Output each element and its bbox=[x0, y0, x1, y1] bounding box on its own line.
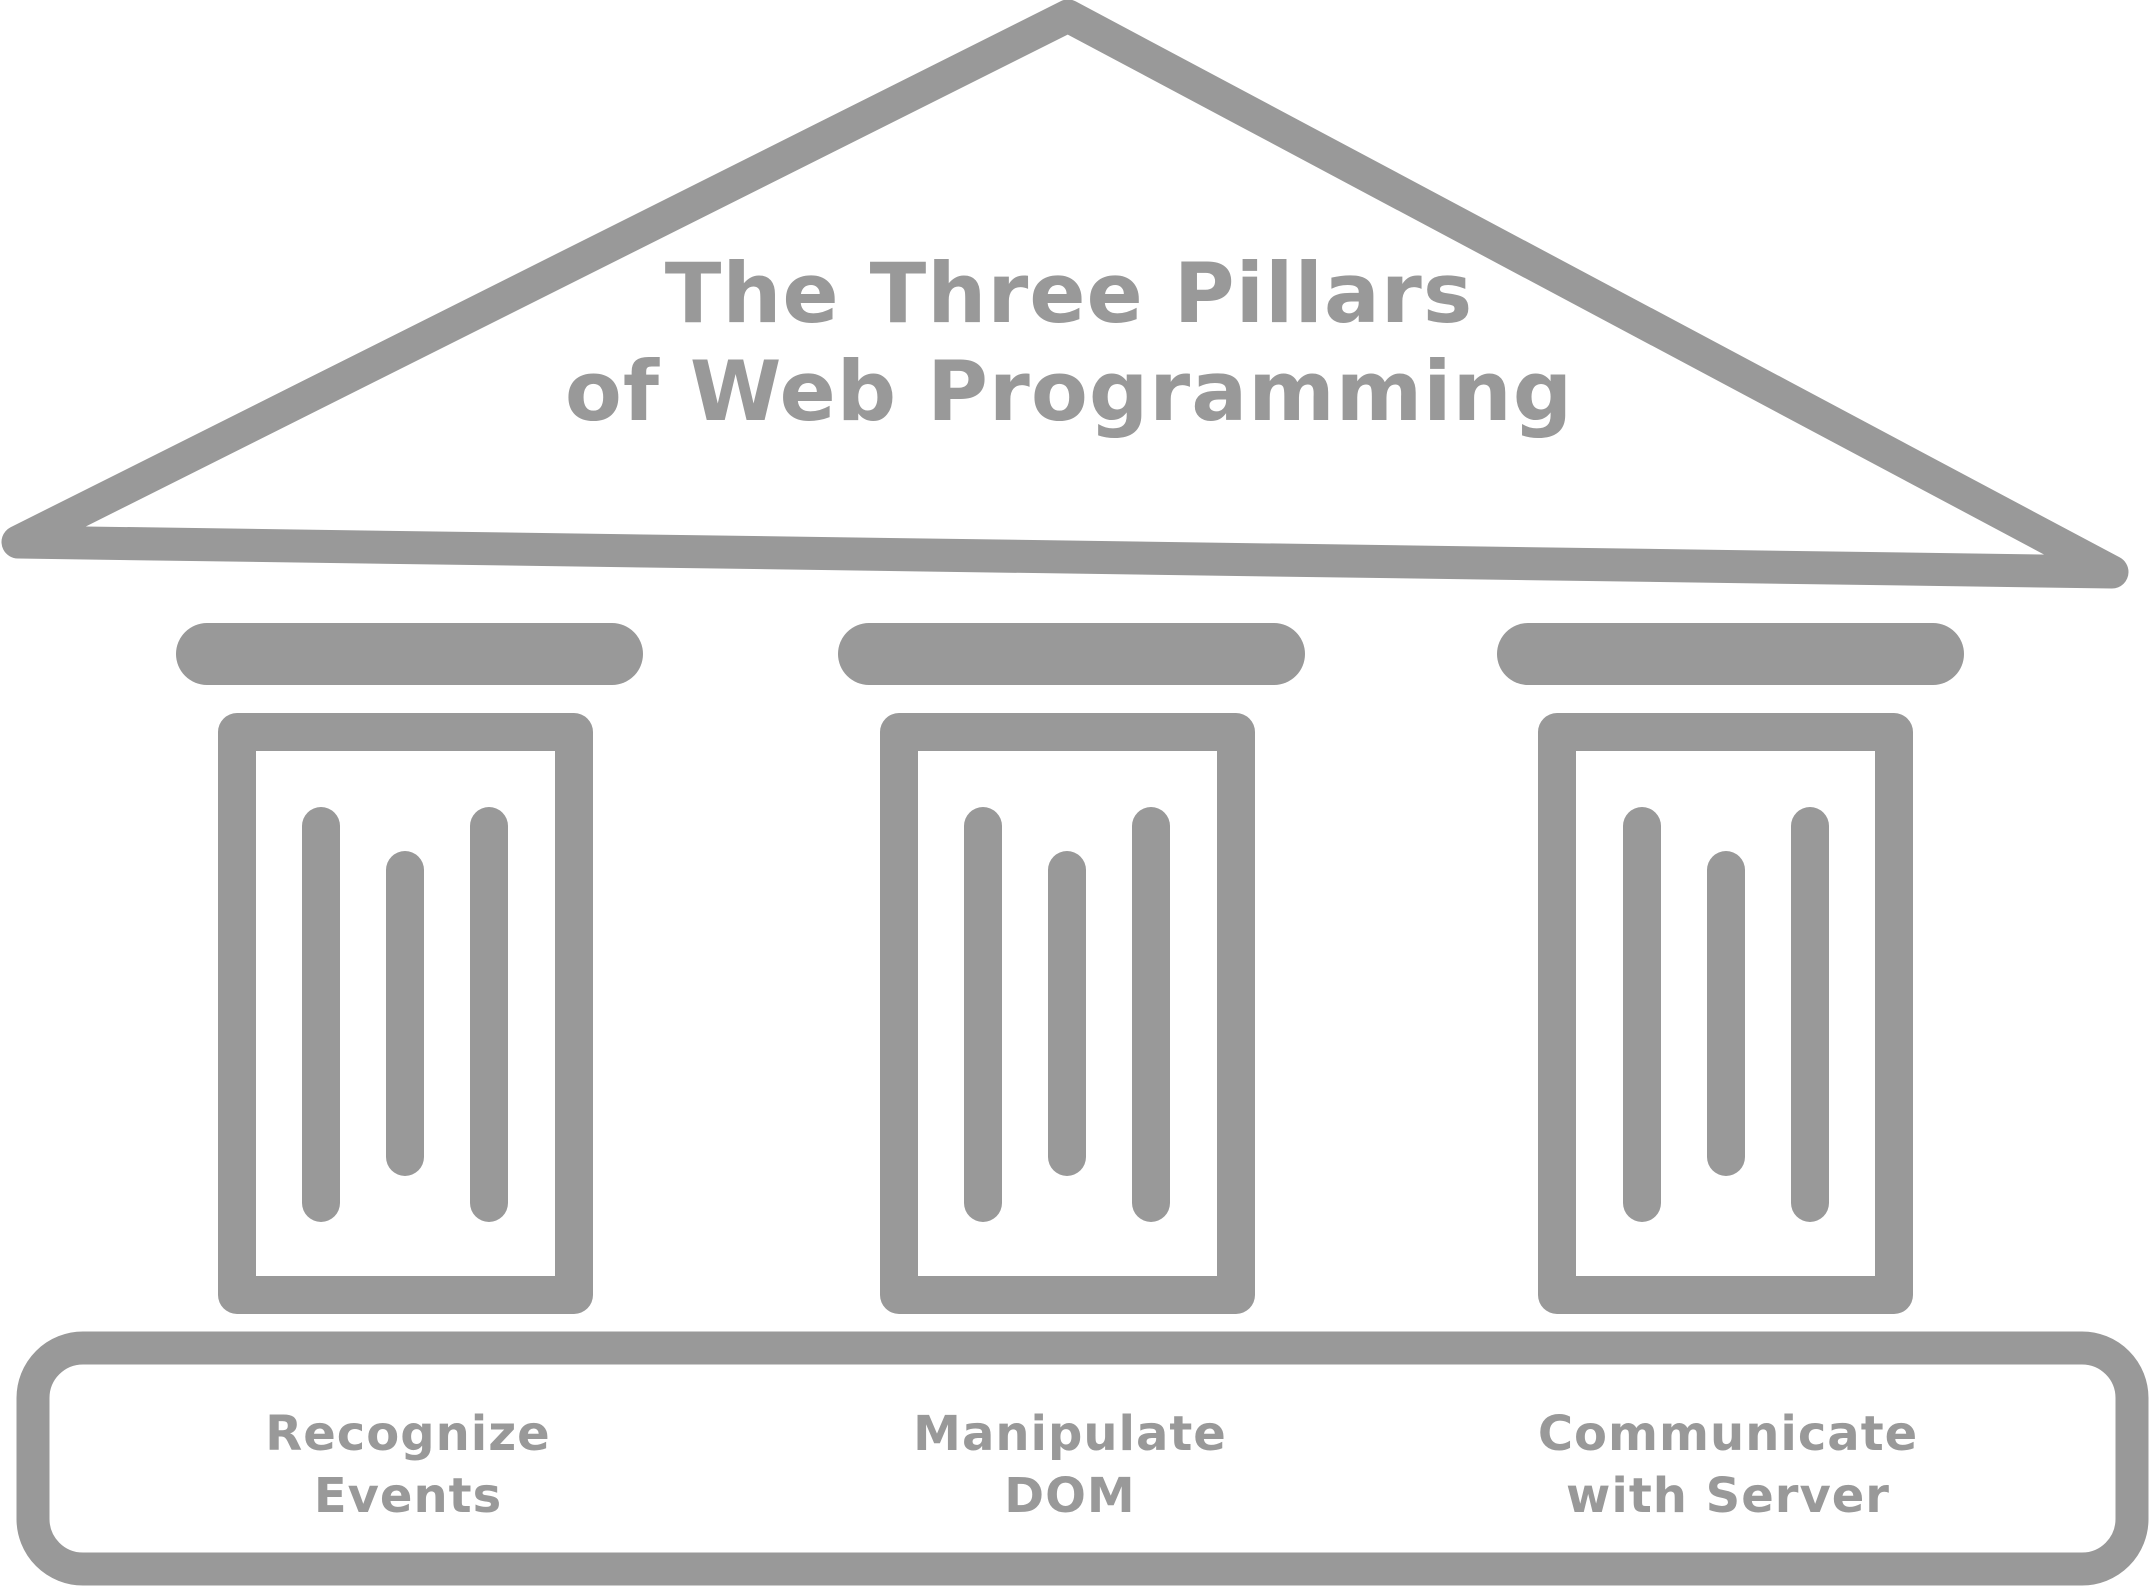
pillar-1 bbox=[176, 623, 643, 1314]
pillar-1-label-line1: Recognize bbox=[265, 1406, 550, 1462]
pillar-3 bbox=[1497, 623, 1964, 1314]
pillar-2-label-line2: DOM bbox=[1004, 1468, 1135, 1524]
pillar-2-label-line1: Manipulate bbox=[913, 1406, 1227, 1462]
pillar-2 bbox=[838, 623, 1305, 1314]
pillar-1-label-line2: Events bbox=[314, 1468, 502, 1524]
temple-base bbox=[16, 1331, 2149, 1586]
diagram-title-line1: The Three Pillars bbox=[665, 245, 1474, 342]
diagram-title-line2: of Web Programming bbox=[565, 343, 1573, 440]
pillar-2-shaft bbox=[880, 713, 1255, 1314]
pillar-3-label-line1: Communicate bbox=[1538, 1406, 1918, 1462]
pillar-3-shaft bbox=[1538, 713, 1913, 1314]
pillar-1-shaft bbox=[218, 713, 593, 1314]
pillar-3-label-line2: with Server bbox=[1566, 1468, 1890, 1524]
roof-pediment bbox=[1, 0, 2129, 589]
